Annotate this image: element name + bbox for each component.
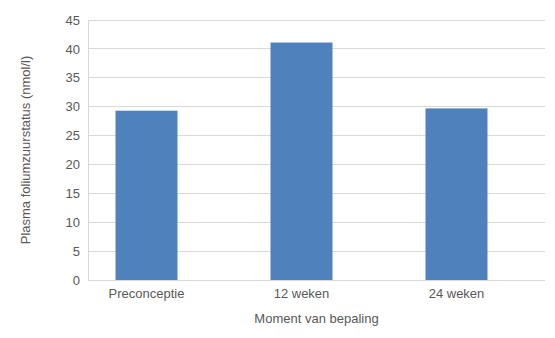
- x-tick-label: 24 weken: [429, 286, 485, 301]
- y-tick: 35: [66, 70, 88, 85]
- bar: [116, 111, 178, 280]
- y-tick: 20: [66, 157, 88, 172]
- y-tick: 15: [66, 186, 88, 201]
- grid: [88, 20, 545, 280]
- y-tick: 45: [66, 13, 88, 28]
- x-tick-label: Preconceptie: [109, 286, 185, 301]
- y-tick: 25: [66, 128, 88, 143]
- bars: [116, 43, 488, 280]
- chart: 0 5 10 15 20 25 30 35 40 45 Preconceptie 12 weken 24…: [0, 0, 555, 338]
- y-tick: 5: [73, 244, 88, 259]
- y-tick-label: 0: [73, 273, 80, 288]
- y-tick-label: 40: [66, 42, 80, 57]
- x-axis-title: Moment van bepaling: [254, 311, 378, 326]
- x-tick: 12 weken: [274, 280, 330, 301]
- y-tick-label: 10: [66, 215, 80, 230]
- y-tick-label: 15: [66, 186, 80, 201]
- bar: [426, 108, 488, 280]
- y-axis: 0 5 10 15 20 25 30 35 40 45: [66, 13, 89, 288]
- y-tick: 30: [66, 99, 88, 114]
- y-tick: 0: [73, 273, 88, 288]
- y-tick: 10: [66, 215, 88, 230]
- y-tick-label: 25: [66, 128, 80, 143]
- y-tick-label: 30: [66, 99, 80, 114]
- y-tick-label: 45: [66, 13, 80, 28]
- x-tick: 24 weken: [429, 280, 485, 301]
- y-tick-label: 35: [66, 70, 80, 85]
- x-axis: Preconceptie 12 weken 24 weken: [109, 280, 485, 301]
- y-tick: 40: [66, 42, 88, 57]
- x-tick: Preconceptie: [109, 280, 185, 301]
- bar: [271, 43, 333, 280]
- grid-line: [88, 20, 545, 21]
- y-tick-label: 5: [73, 244, 80, 259]
- y-tick-label: 20: [66, 157, 80, 172]
- y-axis-line: [88, 21, 89, 281]
- x-tick-label: 12 weken: [274, 286, 330, 301]
- y-axis-title: Plasma foliumzuurstatus (nmol/l): [18, 56, 33, 245]
